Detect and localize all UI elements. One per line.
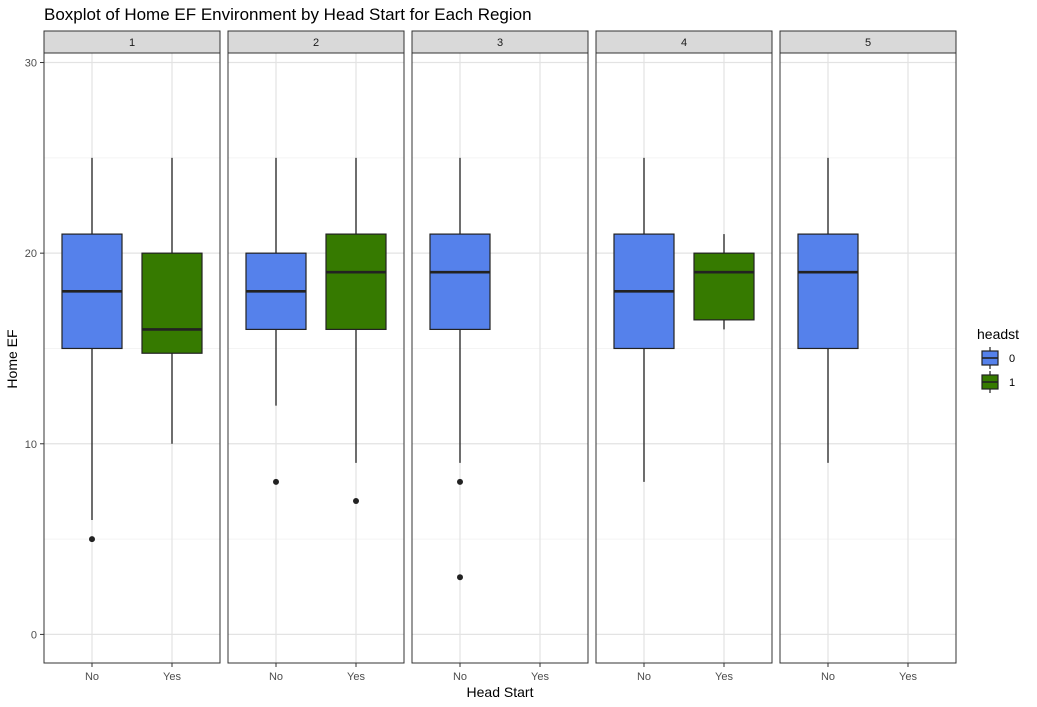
y-tick-label: 30 xyxy=(25,58,37,70)
strip-background xyxy=(43,30,221,54)
strip-background xyxy=(227,30,405,54)
strip-label: 2 xyxy=(313,37,319,49)
y-tick-label: 20 xyxy=(25,248,37,260)
panel-background xyxy=(228,53,404,663)
y-tick-label: 0 xyxy=(31,629,37,641)
legend-title: headst xyxy=(977,326,1019,342)
box-iqr xyxy=(693,252,755,321)
legend-entry-label: 0 xyxy=(1009,353,1015,365)
box-panel2-no xyxy=(245,157,307,485)
x-tick-label: No xyxy=(637,671,651,683)
x-tick-label: Yes xyxy=(163,671,181,683)
x-tick-label: No xyxy=(269,671,283,683)
panel-background xyxy=(412,53,588,663)
outlier-point xyxy=(457,478,463,485)
x-tick-label: Yes xyxy=(899,671,917,683)
box-panel1-yes xyxy=(141,157,203,444)
facet-panel-1: 1 No Yes xyxy=(43,30,221,683)
x-axis-title: Head Start xyxy=(467,684,534,700)
outlier-point xyxy=(273,478,279,485)
legend: headst 0 1 xyxy=(977,326,1019,393)
strip-label: 4 xyxy=(681,37,687,49)
box-iqr xyxy=(797,233,859,350)
x-tick-label: Yes xyxy=(347,671,365,683)
legend-key-0: 0 xyxy=(981,347,1015,369)
x-tick-label: No xyxy=(453,671,467,683)
strip-label: 3 xyxy=(497,37,503,49)
box-panel4-yes xyxy=(693,234,755,330)
strip-label: 1 xyxy=(129,37,135,49)
box-iqr xyxy=(325,233,387,331)
outlier-point xyxy=(89,536,95,543)
facet-panels: 1 No Yes 2 No Yes 3 No Yes 4 No Yes 5 No Yes xyxy=(43,30,957,683)
legend-key-1: 1 xyxy=(981,371,1015,393)
x-tick-label: No xyxy=(85,671,99,683)
strip-background xyxy=(411,30,589,54)
facet-panel-2: 2 No Yes xyxy=(227,30,405,683)
strip-label: 5 xyxy=(865,37,871,49)
panel-background xyxy=(780,53,956,663)
facet-panel-4: 4 No Yes xyxy=(595,30,773,683)
facet-panel-3: 3 No Yes xyxy=(411,30,589,683)
panel-background xyxy=(44,53,220,663)
y-axis-title: Home EF xyxy=(4,329,20,388)
legend-entry-label: 1 xyxy=(1009,377,1015,389)
y-tick-label: 10 xyxy=(25,439,37,451)
box-panel3-no xyxy=(429,157,491,581)
x-tick-label: Yes xyxy=(715,671,733,683)
box-panel4-no xyxy=(613,157,675,482)
y-axis: 0 10 20 30 xyxy=(25,58,44,641)
outlier-point xyxy=(457,574,463,581)
strip-background xyxy=(779,30,957,54)
outlier-point xyxy=(353,497,359,504)
x-tick-label: Yes xyxy=(531,671,549,683)
chart-title: Boxplot of Home EF Environment by Head S… xyxy=(44,5,532,24)
box-iqr xyxy=(429,233,491,331)
box-panel5-no xyxy=(797,157,859,463)
box-iqr xyxy=(141,252,203,354)
box-panel1-no xyxy=(61,157,123,543)
strip-background xyxy=(595,30,773,54)
facet-panel-5: 5 No Yes xyxy=(779,30,957,683)
box-panel2-yes xyxy=(325,157,387,504)
x-tick-label: No xyxy=(821,671,835,683)
panel-background xyxy=(596,53,772,663)
